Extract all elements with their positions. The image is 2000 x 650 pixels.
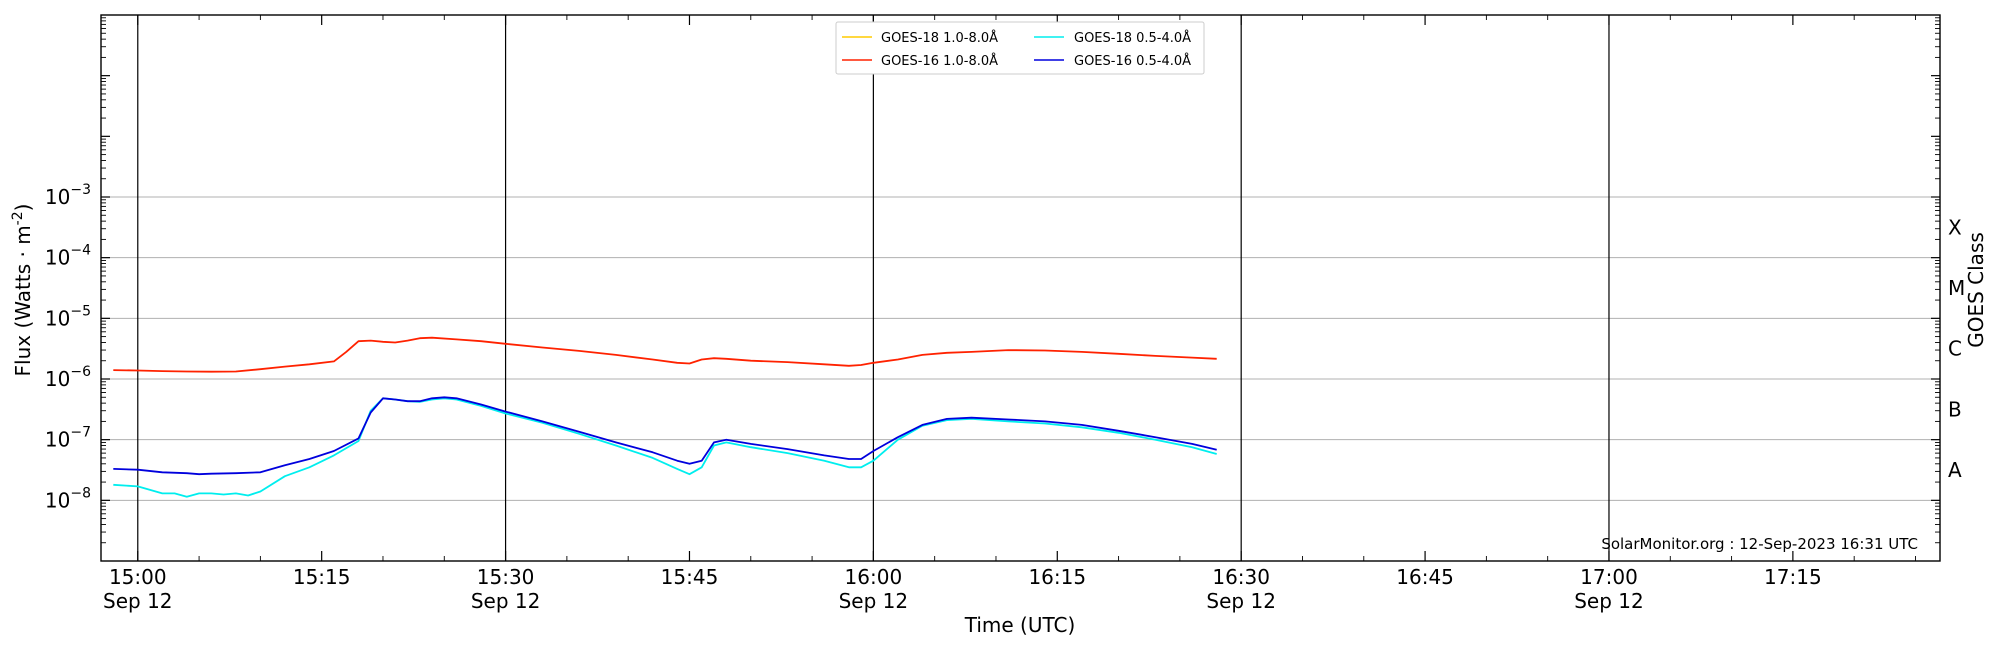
y-tick-label: 10−7 <box>45 425 91 452</box>
y-tick-label: 10−6 <box>45 364 91 391</box>
x-tick-label: 17:15 <box>1764 565 1822 589</box>
y-tick-label: 10−4 <box>45 243 91 270</box>
x-tick-label: 15:15 <box>293 565 351 589</box>
y-tick-base: 10 <box>45 367 70 391</box>
legend-label-goes18-long: GOES-18 1.0-8.0Å <box>881 30 998 46</box>
y-tick-label: 10−3 <box>45 182 91 209</box>
series-line-3 <box>113 396 1217 476</box>
y-tick-exp: −4 <box>70 243 91 259</box>
y-axis-label-sup: -2 <box>10 211 26 225</box>
y-axis-label-main: Flux (Watts · m <box>11 225 35 376</box>
y-tick-label: 10−5 <box>45 303 91 330</box>
y-tick-exp: −6 <box>70 364 91 380</box>
x-axis-label: Time (UTC) <box>964 613 1076 637</box>
series-line-2 <box>113 397 1217 498</box>
y-tick-base: 10 <box>45 185 70 209</box>
y-tick-exp: −7 <box>70 425 91 441</box>
x-tick-label: 15:30 <box>477 565 535 589</box>
legend: GOES-18 1.0-8.0Å GOES-16 1.0-8.0Å GOES-1… <box>835 21 1205 75</box>
y-tick-base: 10 <box>45 428 70 452</box>
y-tick-exp: −5 <box>70 303 91 319</box>
y-axis-label: Flux (Watts · m-2) <box>10 204 35 377</box>
x-tick-label: 16:00 <box>845 565 903 589</box>
goes-class-label: X <box>1948 215 1962 239</box>
tick-marks <box>101 15 1940 561</box>
y-tick-exp: −8 <box>70 485 91 501</box>
goes-class-label: B <box>1948 397 1962 421</box>
x-tick-date: Sep 12 <box>1574 589 1644 613</box>
axes <box>100 14 1941 562</box>
legend-box <box>835 21 1205 75</box>
goes-class-label: C <box>1948 337 1962 361</box>
x-tick-label: 15:45 <box>661 565 719 589</box>
goes-class-label: A <box>1948 458 1962 482</box>
x-tick-label: 17:00 <box>1580 565 1638 589</box>
legend-label-goes16-short: GOES-16 0.5-4.0Å <box>1074 53 1191 69</box>
series-lines <box>113 336 1217 498</box>
y-tick-exp: −3 <box>70 182 91 198</box>
x-tick-label: 16:15 <box>1028 565 1086 589</box>
series-line-1 <box>113 336 1217 373</box>
credit-text: SolarMonitor.org : 12-Sep-2023 16:31 UTC <box>1601 535 1918 553</box>
legend-label-goes16-long: GOES-16 1.0-8.0Å <box>881 53 998 69</box>
grid-lines <box>101 15 1940 561</box>
x-tick-label: 15:00 <box>109 565 167 589</box>
legend-label-goes18-short: GOES-18 0.5-4.0Å <box>1074 30 1191 46</box>
x-tick-date: Sep 12 <box>103 589 173 613</box>
plot-frame <box>100 14 1941 562</box>
x-tick-date: Sep 12 <box>1206 589 1276 613</box>
x-tick-date: Sep 12 <box>471 589 541 613</box>
y-tick-base: 10 <box>45 246 70 270</box>
x-tick-label: 16:30 <box>1212 565 1270 589</box>
y-axis-label-close: ) <box>11 204 35 212</box>
x-tick-date: Sep 12 <box>839 589 909 613</box>
right-axis-label: GOES Class <box>1964 232 1988 348</box>
y-tick-label: 10−8 <box>45 485 91 512</box>
y-tick-base: 10 <box>45 306 70 330</box>
goes-class-label: M <box>1948 276 1965 300</box>
y-tick-base: 10 <box>45 488 70 512</box>
x-tick-label: 16:45 <box>1396 565 1454 589</box>
